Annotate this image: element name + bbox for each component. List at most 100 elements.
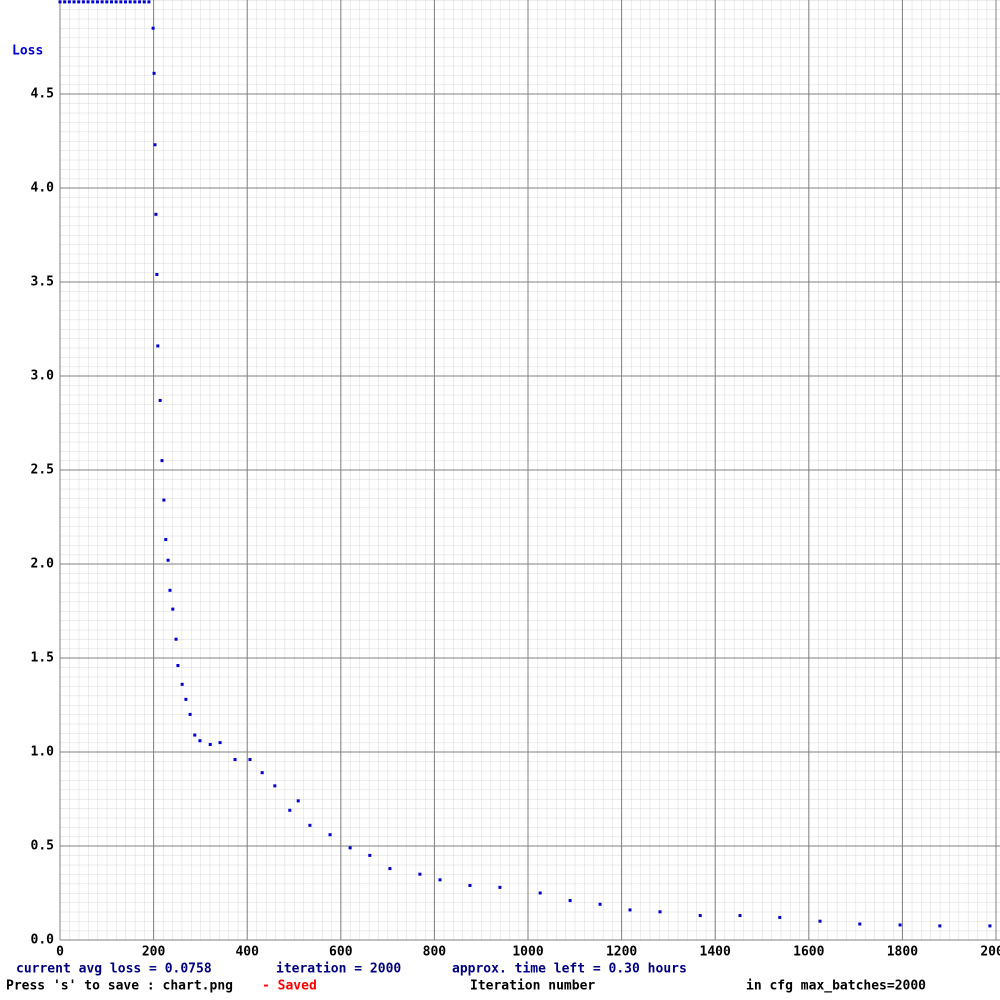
status-time: approx. time left = 0.30 hours — [452, 962, 687, 977]
x-axis-label: Iteration number — [470, 979, 595, 994]
data-point — [778, 915, 782, 919]
data-point — [158, 398, 162, 402]
x-tick-label: 200 — [142, 945, 166, 960]
save-hint: Press 's' to save : chart.png — [6, 979, 233, 994]
data-point — [308, 823, 312, 827]
data-point — [198, 739, 202, 743]
data-point — [67, 0, 71, 4]
x-tick-label: 1600 — [793, 945, 824, 960]
data-point — [208, 742, 212, 746]
data-point — [818, 919, 822, 923]
y-tick-label: 1.0 — [31, 745, 55, 760]
data-point — [898, 923, 902, 927]
data-point — [152, 71, 156, 75]
data-point — [162, 498, 166, 502]
data-point — [738, 914, 742, 918]
data-point — [438, 878, 442, 882]
data-point — [164, 538, 168, 542]
data-point — [698, 914, 702, 918]
x-tick-label: 0 — [56, 945, 64, 960]
data-point — [288, 808, 292, 812]
data-point — [156, 344, 160, 348]
data-point — [114, 0, 118, 4]
y-axis-label: Loss — [12, 44, 43, 59]
x-tick-label: 600 — [329, 945, 353, 960]
x-tick-label: 1800 — [887, 945, 918, 960]
status-iteration: iteration = 2000 — [276, 962, 401, 977]
data-point — [233, 758, 237, 762]
data-point — [155, 272, 159, 276]
data-point — [166, 558, 170, 562]
data-point — [658, 910, 662, 914]
data-point — [171, 607, 175, 611]
data-point — [418, 872, 422, 876]
data-point — [168, 588, 172, 592]
x-tick-label: 800 — [423, 945, 447, 960]
data-point — [63, 0, 67, 4]
data-point — [176, 664, 180, 668]
data-point — [151, 26, 155, 30]
data-point — [133, 0, 137, 4]
data-point — [153, 143, 157, 147]
data-point — [388, 867, 392, 871]
max-batches: in cfg max_batches=2000 — [746, 979, 926, 994]
y-tick-label: 2.5 — [31, 463, 54, 478]
data-point — [105, 0, 109, 4]
data-point — [109, 0, 113, 4]
y-tick-label: 0.0 — [31, 933, 55, 948]
data-point — [468, 883, 472, 887]
data-point — [124, 0, 128, 4]
data-point — [296, 799, 300, 803]
data-point — [248, 758, 252, 762]
data-point — [193, 733, 197, 737]
data-point — [568, 899, 572, 903]
x-tick-label: 1200 — [606, 945, 637, 960]
data-point — [938, 924, 942, 928]
y-tick-label: 4.0 — [31, 181, 55, 196]
data-point — [72, 0, 76, 4]
y-tick-label: 0.5 — [31, 839, 54, 854]
x-tick-label: 400 — [235, 945, 259, 960]
data-point — [142, 0, 146, 4]
data-point — [184, 697, 188, 701]
data-point — [174, 637, 178, 641]
y-tick-label: 4.5 — [31, 87, 54, 102]
data-point — [77, 0, 81, 4]
data-point — [91, 0, 95, 4]
data-point — [260, 771, 264, 775]
y-tick-label: 2.0 — [31, 557, 55, 572]
data-point — [348, 846, 352, 850]
data-point — [188, 712, 192, 716]
data-point — [95, 0, 99, 4]
data-point — [100, 0, 104, 4]
data-point — [58, 0, 62, 4]
status-loss: current avg loss = 0.0758 — [16, 962, 212, 977]
data-point — [368, 853, 372, 857]
y-tick-label: 1.5 — [31, 651, 54, 666]
data-point — [81, 0, 85, 4]
x-tick-label: 1000 — [512, 945, 543, 960]
y-tick-label: 3.0 — [31, 369, 55, 384]
data-point — [858, 922, 862, 926]
data-point — [119, 0, 123, 4]
x-tick-label: 1400 — [700, 945, 731, 960]
x-tick-label: 2000 — [980, 945, 1000, 960]
y-tick-label: 3.5 — [31, 275, 54, 290]
data-point — [628, 908, 632, 912]
data-point — [328, 833, 332, 837]
data-point — [498, 885, 502, 889]
data-point — [128, 0, 132, 4]
data-point — [138, 0, 142, 4]
data-point — [147, 0, 151, 4]
data-point — [160, 459, 164, 463]
data-point — [180, 682, 184, 686]
data-point — [86, 0, 90, 4]
save-state: - Saved — [262, 979, 317, 994]
data-point — [538, 891, 542, 895]
data-point — [154, 212, 158, 216]
data-point — [273, 784, 277, 788]
data-point — [218, 741, 222, 745]
data-point — [598, 902, 602, 906]
data-point — [988, 924, 992, 928]
